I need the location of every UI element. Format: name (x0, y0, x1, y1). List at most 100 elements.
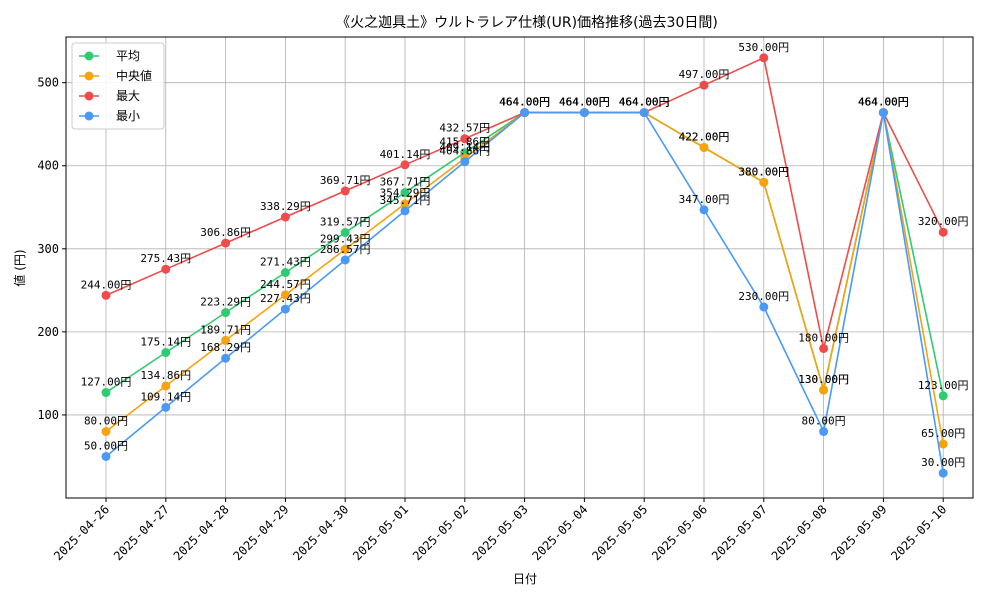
legend-swatch-marker (84, 111, 94, 121)
data-point (400, 199, 410, 209)
y-tick-label: 100 (37, 408, 59, 422)
data-label: 464.00円 (559, 96, 610, 109)
data-label: 175.14円 (140, 336, 191, 349)
data-label: 380.00円 (738, 165, 789, 178)
data-label: 65.00円 (921, 427, 965, 440)
data-label: 464.00円 (619, 96, 670, 109)
data-point (221, 335, 231, 345)
data-label: 401.14円 (380, 148, 431, 161)
legend-label: 中央値 (116, 68, 152, 83)
data-label: 347.00円 (679, 193, 730, 206)
data-label: 464.00円 (858, 96, 909, 109)
data-label: 109.14円 (140, 390, 191, 403)
data-point (101, 451, 111, 461)
data-point (759, 53, 769, 63)
data-label: 354.29円 (380, 187, 431, 200)
data-label: 369.71円 (320, 174, 371, 187)
data-point (101, 427, 111, 437)
data-label: 50.00円 (84, 439, 128, 452)
data-label: 80.00円 (802, 415, 846, 428)
data-label: 271.43円 (260, 256, 311, 269)
legend-box (71, 42, 165, 130)
data-label: 464.00円 (619, 96, 670, 109)
data-label: 422.00円 (679, 130, 730, 143)
grid-lines (66, 37, 973, 498)
data-label: 464.00円 (499, 96, 550, 109)
data-point (759, 302, 769, 312)
data-point (819, 385, 829, 395)
data-point (161, 402, 171, 412)
data-point (759, 177, 769, 187)
legend-swatch-marker (84, 91, 94, 101)
data-label: 464.00円 (619, 96, 670, 109)
data-label: 134.86円 (140, 369, 191, 382)
data-point (639, 108, 649, 118)
y-tick-label: 300 (37, 242, 59, 256)
y-axis-label: 値 (円) (12, 249, 27, 286)
legend-swatch-marker (84, 71, 94, 81)
data-point (101, 290, 111, 300)
data-point (400, 206, 410, 216)
data-point (878, 108, 888, 118)
data-label: 223.29円 (200, 296, 251, 309)
data-label: 189.71円 (200, 323, 251, 336)
data-label: 464.00円 (499, 96, 550, 109)
data-label: 123.00円 (918, 379, 969, 392)
data-label: 244.00円 (81, 278, 132, 291)
data-label: 409.14円 (439, 141, 490, 154)
data-label: 227.43円 (260, 292, 311, 305)
data-point (520, 108, 530, 118)
data-point (819, 343, 829, 353)
data-label: 380.00円 (738, 165, 789, 178)
y-axis-ticks: 100 200 300 400 500 (37, 76, 66, 422)
legend-label: 平均 (116, 49, 140, 63)
data-point (699, 80, 709, 90)
data-label: 319.57円 (320, 216, 371, 229)
data-label: 286.57円 (320, 243, 371, 256)
x-axis-label: 日付 (513, 572, 537, 586)
data-point (579, 108, 589, 118)
data-label: 30.00円 (921, 456, 965, 469)
data-label: 130.00円 (798, 373, 849, 386)
data-point (400, 188, 410, 198)
data-label: 530.00円 (738, 41, 789, 54)
data-point (460, 134, 470, 144)
data-point (699, 205, 709, 215)
data-point (340, 228, 350, 238)
data-label: 168.29円 (200, 341, 251, 354)
data-point (221, 308, 231, 318)
y-tick-label: 400 (37, 159, 59, 173)
plot-area-frame (65, 36, 974, 499)
data-label: 464.00円 (559, 96, 610, 109)
data-point (938, 227, 948, 237)
data-point (819, 427, 829, 437)
data-label: 464.00円 (559, 96, 610, 109)
legend-label: 最小 (116, 109, 140, 123)
data-point (280, 268, 290, 278)
data-point (280, 304, 290, 314)
data-label: 404.86円 (439, 145, 490, 158)
data-point (460, 157, 470, 167)
data-point (938, 391, 948, 401)
data-label: 244.57円 (260, 278, 311, 291)
series-group (101, 53, 948, 478)
data-label: 464.00円 (858, 96, 909, 109)
data-label: 464.00円 (619, 96, 670, 109)
data-point (161, 348, 171, 358)
data-point (340, 186, 350, 196)
data-label: 464.00円 (858, 96, 909, 109)
data-label: 464.00円 (499, 96, 550, 109)
data-label: 367.71円 (380, 176, 431, 189)
data-point (161, 381, 171, 391)
data-label: 306.86円 (200, 226, 251, 239)
data-label: 80.00円 (84, 415, 128, 428)
data-point (340, 255, 350, 265)
data-label: 422.00円 (679, 130, 730, 143)
chart-title: 《火之迦具土》ウルトラレア仕様(UR)価格推移(過去30日間) (336, 15, 718, 31)
data-point (161, 264, 171, 274)
data-label: 345.71円 (380, 194, 431, 207)
data-point (221, 238, 231, 248)
data-label: 338.29円 (260, 200, 311, 213)
